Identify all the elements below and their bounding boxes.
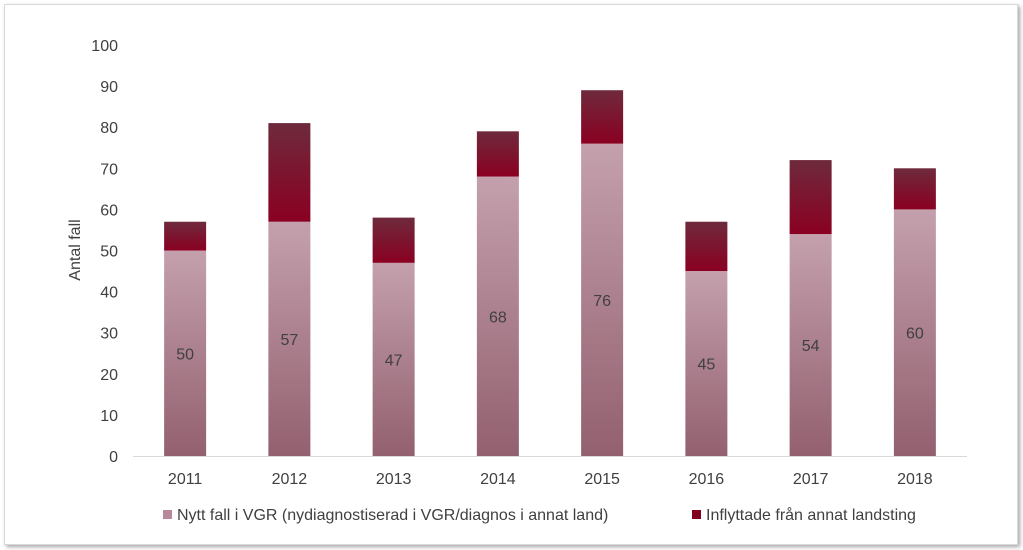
y-tick-label: 40 <box>100 285 118 302</box>
bar-inflyttade-2013 <box>372 217 415 263</box>
legend-label: Inflyttade från annat landsting <box>706 506 916 524</box>
data-label: 54 <box>802 338 820 355</box>
bar-nytt-fall-2017 <box>789 234 832 456</box>
bar-inflyttade-2015 <box>581 90 624 144</box>
legend: Nytt fall i VGR (nydiagnostiserad i VGR/… <box>163 506 916 524</box>
data-label: 50 <box>176 346 194 363</box>
x-tick-label: 2016 <box>689 471 725 488</box>
x-tick-label: 2014 <box>480 471 516 488</box>
data-label: 60 <box>906 326 924 343</box>
y-tick-label: 50 <box>100 244 118 261</box>
bar-inflyttade-2018 <box>893 168 936 210</box>
x-tick-label: 2013 <box>376 471 412 488</box>
y-tick-label: 60 <box>100 202 118 219</box>
bar-nytt-fall-2015 <box>581 143 624 456</box>
y-tick-label: 0 <box>109 449 118 466</box>
y-axis: 0 10 20 30 40 50 60 70 80 90 100 <box>91 38 118 466</box>
data-label: 68 <box>489 309 507 326</box>
y-tick-label: 20 <box>100 367 118 384</box>
y-tick-label: 90 <box>100 79 118 96</box>
y-tick-label: 10 <box>100 408 118 425</box>
legend-swatch <box>163 510 172 519</box>
y-tick-label: 100 <box>91 38 118 55</box>
y-axis-title: Antal fall <box>67 219 84 280</box>
legend-swatch <box>692 510 701 519</box>
x-tick-label: 2011 <box>168 471 203 488</box>
bar-nytt-fall-2012 <box>268 221 311 456</box>
bars: 50 57 47 68 76 45 54 60 <box>164 90 936 456</box>
bar-inflyttade-2012 <box>268 123 311 222</box>
bar-nytt-fall-2014 <box>476 176 519 456</box>
bar-nytt-fall-2013 <box>372 262 415 456</box>
bar-nytt-fall-2016 <box>685 271 728 456</box>
data-label: 76 <box>593 293 611 310</box>
data-label: 47 <box>385 352 403 369</box>
legend-label: Nytt fall i VGR (nydiagnostiserad i VGR/… <box>177 507 608 524</box>
x-tick-label: 2012 <box>272 471 308 488</box>
x-axis: 2011 2012 2013 2014 2015 2016 2017 2018 <box>133 456 967 488</box>
data-label: 57 <box>280 332 298 349</box>
x-tick-label: 2015 <box>584 471 620 488</box>
bar-inflyttade-2014 <box>476 131 519 177</box>
y-tick-label: 80 <box>100 120 118 137</box>
data-label: 45 <box>697 357 715 374</box>
x-tick-label: 2018 <box>897 471 933 488</box>
y-tick-label: 30 <box>100 326 118 343</box>
bar-inflyttade-2011 <box>164 221 207 251</box>
y-tick-label: 70 <box>100 161 118 178</box>
bar-inflyttade-2017 <box>789 160 832 235</box>
bar-nytt-fall-2018 <box>893 209 936 456</box>
bar-nytt-fall-2011 <box>164 250 207 456</box>
x-tick-label: 2017 <box>793 471 829 488</box>
bar-inflyttade-2016 <box>685 221 728 272</box>
